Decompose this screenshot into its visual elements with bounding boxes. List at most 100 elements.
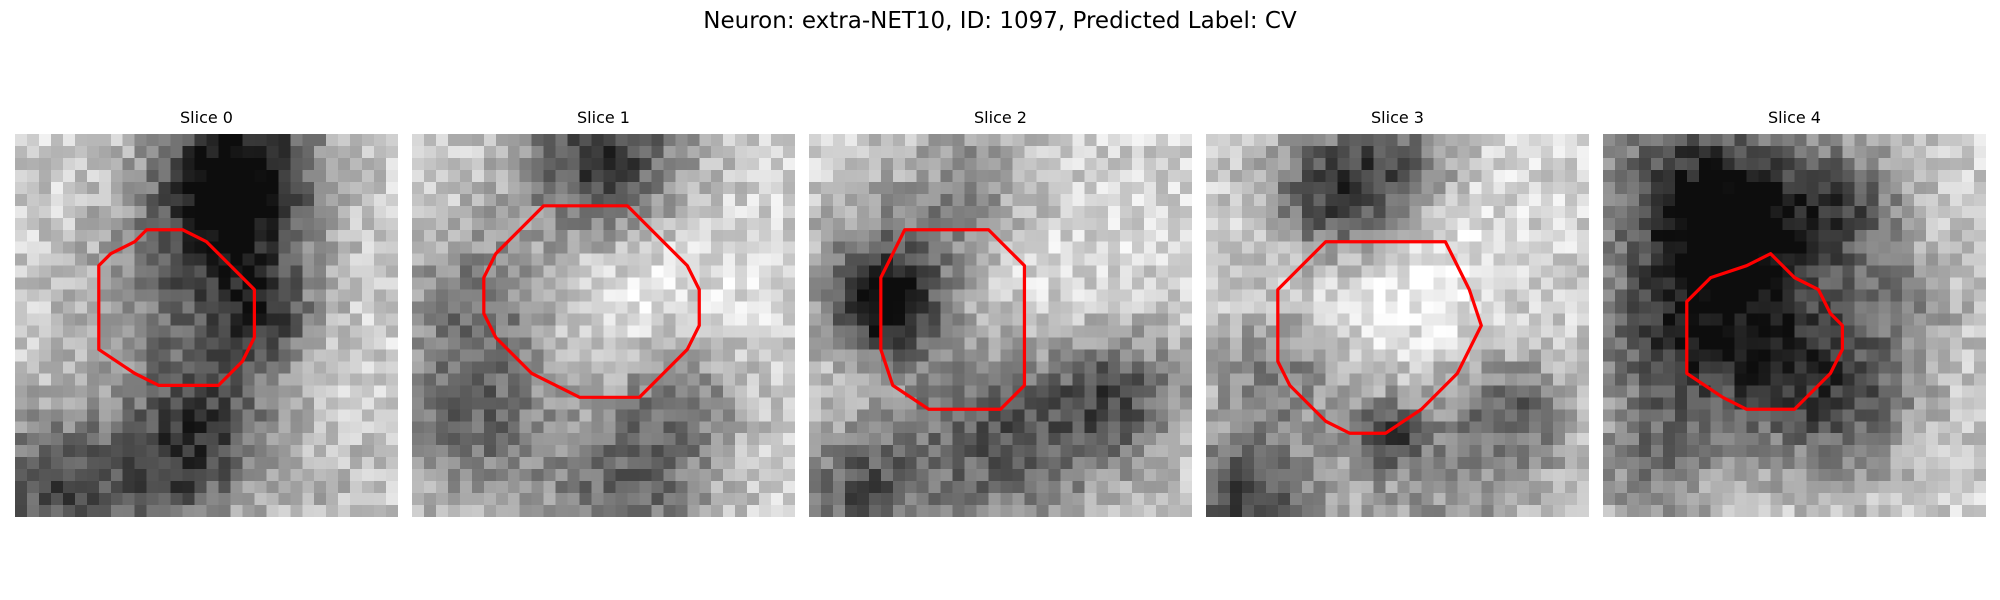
pixel [1842, 301, 1855, 314]
pixel [266, 493, 279, 506]
pixel [723, 481, 736, 494]
pixel [1638, 433, 1652, 446]
pixel [964, 169, 977, 183]
pixel [110, 134, 124, 147]
pixel [699, 145, 712, 159]
pixel [314, 193, 327, 207]
pixel [74, 481, 88, 494]
pixel [206, 505, 219, 517]
pixel [531, 481, 545, 494]
pixel [110, 469, 124, 482]
pixel [856, 337, 870, 350]
pixel [747, 313, 760, 326]
pixel [1890, 361, 1903, 374]
pixel [892, 145, 906, 159]
slice-title: Slice 0 [180, 108, 233, 127]
pixel [86, 134, 100, 147]
pixel [844, 325, 858, 338]
pixel [278, 193, 291, 207]
pixel [1277, 433, 1291, 446]
pixel [374, 289, 387, 302]
pixel [928, 493, 942, 506]
pixel [483, 493, 497, 506]
pixel [1782, 409, 1795, 422]
pixel [1457, 385, 1470, 398]
pixel [1433, 361, 1446, 374]
pixel [362, 397, 375, 410]
pixel [1854, 373, 1867, 386]
pixel [1349, 169, 1362, 183]
pixel [1048, 397, 1061, 410]
pixel [555, 169, 568, 183]
pixel [1241, 433, 1255, 446]
pixel [266, 289, 279, 302]
pixel [386, 457, 398, 470]
pixel [1156, 145, 1169, 159]
pixel [892, 193, 906, 207]
pixel [1577, 409, 1589, 422]
pixel [314, 481, 327, 494]
pixel [86, 325, 100, 338]
pixel [15, 493, 28, 506]
pixel [1662, 289, 1676, 302]
pixel [1710, 433, 1724, 446]
pixel [1156, 457, 1169, 470]
pixel [1806, 373, 1819, 386]
pixel [242, 397, 255, 410]
pixel [892, 421, 906, 434]
pixel [1770, 181, 1783, 195]
pixel [783, 505, 795, 517]
pixel [543, 349, 556, 362]
pixel [1674, 337, 1688, 350]
pixel [1962, 277, 1975, 290]
pixel [1409, 253, 1422, 267]
pixel [1289, 421, 1303, 434]
pixel [38, 193, 52, 207]
pixel [1000, 325, 1013, 338]
pixel [1072, 229, 1085, 243]
pixel [459, 241, 473, 255]
pixel [423, 505, 437, 517]
pixel [856, 373, 870, 386]
pixel [86, 205, 100, 219]
pixel [134, 253, 148, 267]
pixel [218, 181, 231, 195]
pixel [170, 181, 183, 195]
pixel [1301, 505, 1315, 517]
pixel [1553, 265, 1566, 278]
pixel [507, 421, 521, 434]
pixel [1084, 361, 1097, 374]
pixel [988, 349, 1001, 362]
pixel [615, 457, 628, 470]
pixel [940, 337, 953, 350]
pixel [338, 445, 351, 458]
pixel [1782, 217, 1795, 231]
pixel [1229, 134, 1243, 147]
pixel [555, 241, 568, 255]
pixel [1493, 313, 1506, 326]
pixel [1614, 169, 1628, 183]
pixel [1974, 289, 1986, 302]
pixel [1626, 134, 1640, 147]
pixel [266, 445, 279, 458]
pixel [62, 421, 76, 434]
pixel [1529, 193, 1542, 207]
pixel [856, 505, 870, 517]
pixel [615, 361, 628, 374]
pixel [1048, 277, 1061, 290]
pixel [1890, 241, 1903, 255]
pixel [146, 457, 159, 470]
pixel [1529, 277, 1542, 290]
pixel [1626, 397, 1640, 410]
pixel [1794, 409, 1807, 422]
pixel [1866, 385, 1879, 398]
pixel [386, 469, 398, 482]
pixel [1770, 397, 1783, 410]
pixel [579, 385, 592, 398]
pixel [1806, 241, 1819, 255]
pixel [699, 433, 712, 446]
pixel [1144, 169, 1157, 183]
pixel [1060, 145, 1073, 159]
pixel [1253, 193, 1267, 207]
pixel [809, 229, 822, 243]
